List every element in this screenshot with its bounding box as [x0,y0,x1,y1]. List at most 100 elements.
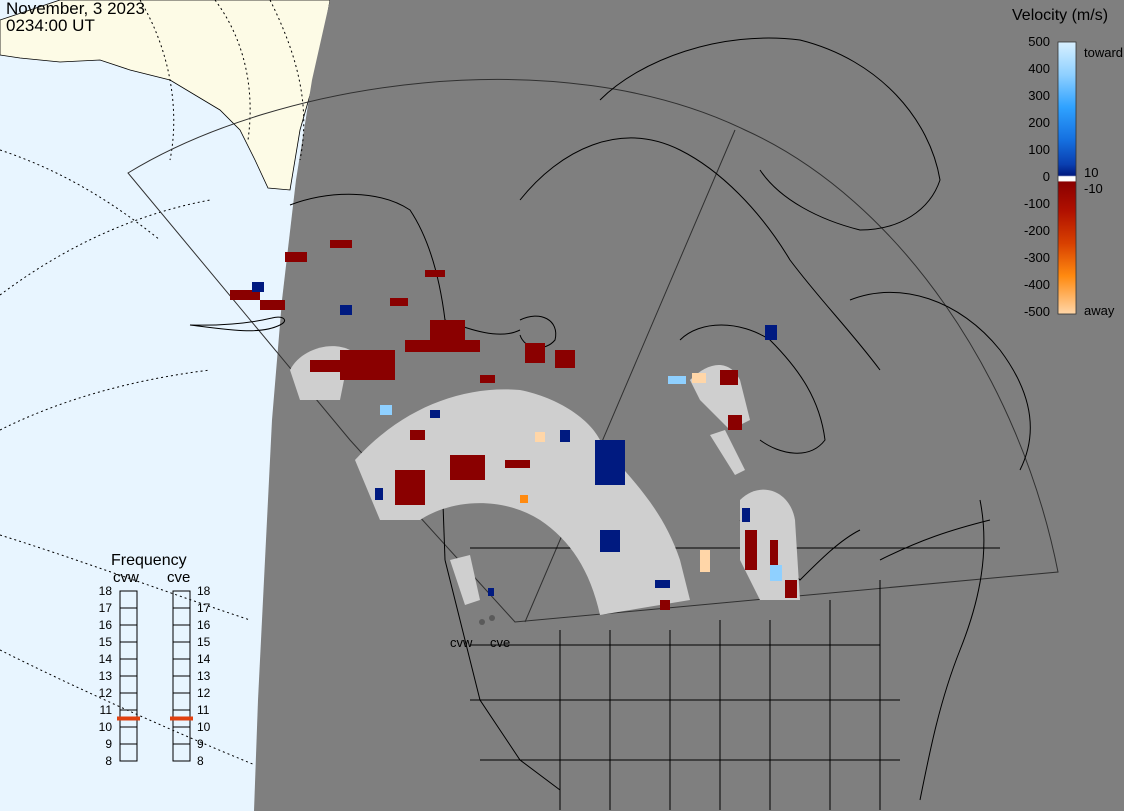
velocity-cell [480,375,495,383]
frequency-level-label: 17 [99,601,113,615]
velocity-cell [425,270,445,277]
velocity-cell [520,495,528,503]
velocity-cell [692,373,706,383]
station-marker-cve [489,615,495,621]
velocity-cell [505,460,530,468]
frequency-level-label: 11 [197,703,210,717]
fov-beam-line [524,129,736,623]
legend-label: 300 [1028,88,1050,103]
velocity-cell [230,290,260,300]
ground-scatter-region [290,346,350,400]
legend-label: 500 [1028,34,1050,49]
frequency-level-label: 17 [197,601,211,615]
velocity-cell [668,376,686,384]
frequency-radar-cve: cve [167,569,190,586]
legend-small-negative: -10 [1084,181,1103,196]
velocity-cell [600,530,620,552]
frequency-level-label: 9 [105,737,112,751]
velocity-cell [655,580,670,588]
velocity-cell [595,440,625,485]
velocity-cell [785,580,797,598]
velocity-cell [252,282,264,292]
legend-title: Velocity (m/s) [1012,7,1108,24]
frequency-level-label: 15 [99,635,113,649]
frequency-level-label: 18 [197,584,211,598]
velocity-cell [380,405,392,415]
velocity-legend: Velocity (m/s) 500 400 300 200 100 0 -10… [1012,7,1123,319]
velocity-cell [310,360,350,372]
velocity-cell [410,430,425,440]
station-label-cve: cve [490,635,510,650]
velocity-cell [375,488,383,500]
frequency-level-label: 10 [197,720,211,734]
frequency-level-label: 14 [99,652,113,666]
frequency-level-label: 13 [197,669,211,683]
velocity-cell [660,600,670,610]
velocity-cell [535,432,545,442]
legend-label: 400 [1028,61,1050,76]
night-region [254,0,1124,811]
frequency-level-label: 12 [197,686,211,700]
frequency-level-label: 11 [100,703,113,717]
velocity-colorbar [1057,41,1077,315]
frequency-level-label: 14 [197,652,211,666]
frequency-level-label: 9 [197,737,204,751]
velocity-cell [720,370,738,385]
velocity-cell [405,340,480,352]
velocity-cell [390,298,408,306]
legend-label: 200 [1028,115,1050,130]
velocity-cell [340,305,352,315]
velocity-cell [745,530,757,570]
velocity-cell [770,540,778,570]
frequency-level-label: 12 [99,686,113,700]
frequency-level-label: 16 [197,618,211,632]
legend-label: 100 [1028,142,1050,157]
frequency-level-label: 16 [99,618,113,632]
velocity-cell [285,252,307,262]
frequency-level-label: 13 [99,669,113,683]
velocity-cell [488,588,494,596]
frequency-level-label: 8 [197,754,204,768]
frequency-panel: Frequency cvw cve 18 17 16 15 14 13 12 11 10 9 8 1… [99,552,211,768]
velocity-cell [770,565,782,581]
frequency-scale-cvw: 18 17 16 15 14 13 12 11 10 9 8 [99,584,140,768]
velocity-cell [555,350,575,368]
frequency-level-label: 10 [99,720,113,734]
legend-label: -300 [1024,250,1050,265]
frequency-radar-cvw: cvw [113,569,139,586]
legend-label: -100 [1024,196,1050,211]
ground-scatter-region [710,430,745,475]
daylit-landmass [0,0,331,191]
station-label-cvw: cvw [450,635,473,650]
legend-toward-label: toward [1084,45,1123,60]
velocity-cell [260,300,285,310]
velocity-cell [560,430,570,442]
frequency-level-label: 8 [105,754,112,768]
frequency-level-label: 15 [197,635,211,649]
velocity-cell [450,455,485,480]
legend-label: -500 [1024,304,1050,319]
station-marker-cvw [479,619,485,625]
velocity-cell [330,240,352,248]
graticule [0,0,305,766]
velocity-cell [700,550,710,572]
frequency-marker [117,716,140,721]
velocity-cell [728,415,742,430]
frequency-scale-cve: 18 17 16 15 14 13 12 11 10 9 8 [170,584,211,768]
ground-scatter-region [450,555,480,605]
field-of-view-outline [127,78,1059,623]
velocity-cell [765,325,777,340]
legend-away-label: away [1084,303,1115,318]
velocity-cell [742,508,750,522]
coastlines [189,37,1031,810]
frequency-marker [170,716,193,721]
timestamp: November, 3 2023 0234:00 UT [6,0,145,34]
velocity-cell [430,410,440,418]
legend-label: -200 [1024,223,1050,238]
legend-small-positive: 10 [1084,165,1098,180]
velocity-cell [525,343,545,363]
legend-label: 0 [1043,169,1050,184]
velocity-cell [395,470,425,505]
radar-backscatter [230,240,800,615]
